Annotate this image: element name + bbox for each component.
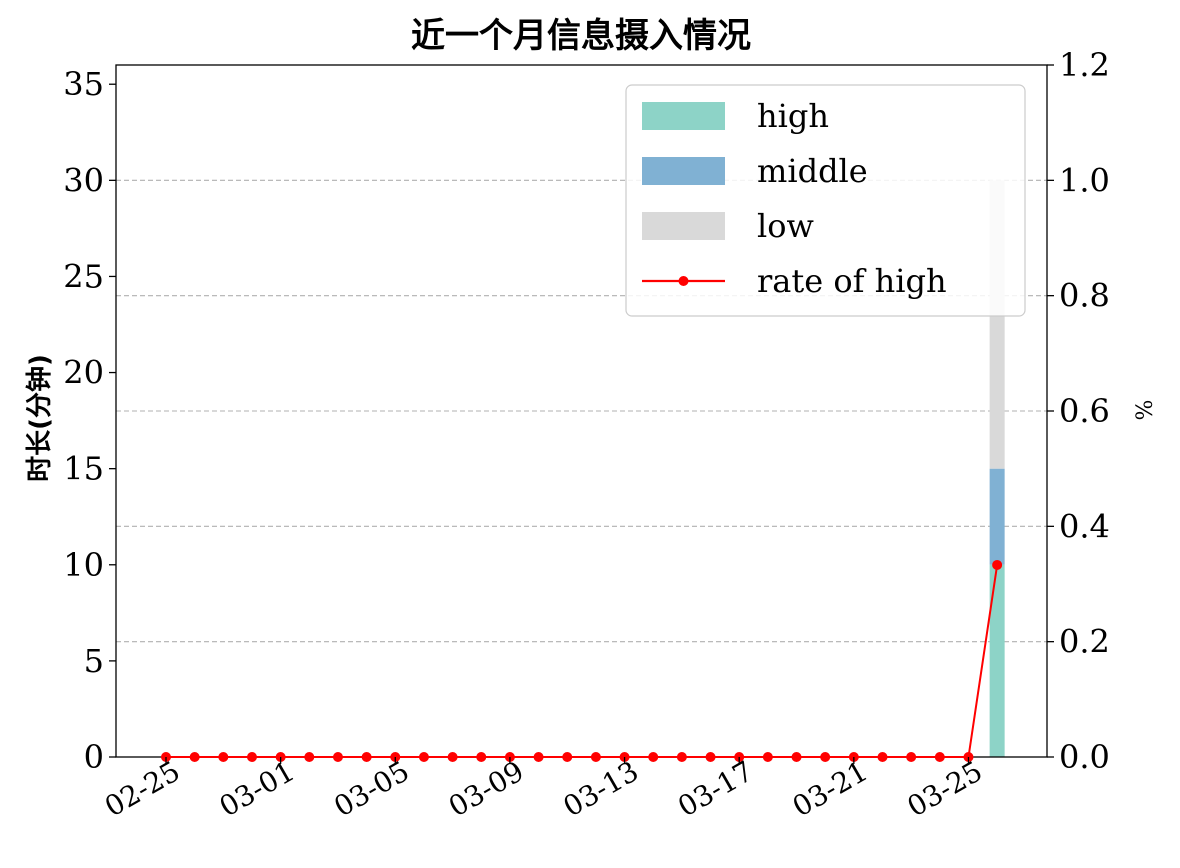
point-rate-of-high <box>246 752 257 762</box>
point-rate-of-high <box>906 752 917 762</box>
point-rate-of-high <box>934 752 945 762</box>
bar-middle <box>989 468 1005 565</box>
x-tick-label: 02-25 <box>99 754 185 823</box>
y2-tick-label: 1.2 <box>1059 46 1110 84</box>
y2-tick-label: 0.0 <box>1059 738 1110 776</box>
bars <box>989 180 1005 757</box>
legend: high middle low rate of high <box>625 84 1026 317</box>
rate-line <box>161 559 1003 762</box>
y2-tick-label: 0.8 <box>1059 277 1110 315</box>
y-tick-label: 10 <box>63 546 104 584</box>
y-tick-label: 20 <box>63 354 104 392</box>
legend-label: rate of high <box>757 262 947 300</box>
point-rate-of-high <box>791 752 802 762</box>
x-tick-label: 03-21 <box>787 754 873 823</box>
y2-tick-label: 0.4 <box>1059 507 1110 545</box>
point-rate-of-high <box>762 752 773 762</box>
legend-box <box>625 84 1026 317</box>
y2-tick-label: 0.2 <box>1059 623 1110 661</box>
point-rate-of-high <box>218 752 229 762</box>
point-rate-of-high <box>992 559 1003 570</box>
y2-tick-label: 0.6 <box>1059 392 1110 430</box>
point-rate-of-high <box>332 752 343 762</box>
legend-swatch-high <box>642 102 725 130</box>
y-tick-label: 15 <box>63 450 104 488</box>
y-tick-label: 0 <box>84 738 104 776</box>
y2-axis-label: % <box>1133 400 1158 421</box>
x-tick-label: 03-17 <box>672 754 758 823</box>
point-rate-of-high <box>418 752 429 762</box>
x-tick-label: 03-25 <box>902 754 988 823</box>
point-rate-of-high <box>189 752 200 762</box>
y2-tick-label: 1.0 <box>1059 161 1110 199</box>
point-rate-of-high <box>676 752 687 762</box>
legend-swatch-middle <box>642 157 725 185</box>
x-tick-label: 03-09 <box>443 754 529 823</box>
point-rate-of-high <box>562 752 573 762</box>
point-rate-of-high <box>705 752 716 762</box>
point-rate-of-high <box>533 752 544 762</box>
chart-title: 近一个月信息摄入情况 <box>411 16 751 56</box>
gridlines <box>116 179 1047 643</box>
legend-marker <box>678 276 689 286</box>
legend-label: high <box>757 97 829 135</box>
bar-high <box>989 564 1005 757</box>
legend-label: low <box>757 207 814 245</box>
y-tick-label: 5 <box>84 642 104 680</box>
line-rate-of-high <box>166 564 999 758</box>
point-rate-of-high <box>590 752 601 762</box>
legend-label: middle <box>757 152 868 190</box>
point-rate-of-high <box>304 752 315 762</box>
y-tick-label: 25 <box>63 257 104 295</box>
point-rate-of-high <box>877 752 888 762</box>
y-axis-label: 时长(分钟) <box>24 354 55 482</box>
x-tick-label: 03-01 <box>214 754 300 823</box>
x-tick-label: 03-13 <box>558 754 644 823</box>
point-rate-of-high <box>361 752 372 762</box>
point-rate-of-high <box>820 752 831 762</box>
legend-swatch-low <box>642 212 725 240</box>
point-rate-of-high <box>447 752 458 762</box>
point-rate-of-high <box>476 752 487 762</box>
point-rate-of-high <box>648 752 659 762</box>
x-tick-label: 03-05 <box>328 754 414 823</box>
y-tick-label: 35 <box>63 65 104 103</box>
y-tick-label: 30 <box>63 161 104 199</box>
